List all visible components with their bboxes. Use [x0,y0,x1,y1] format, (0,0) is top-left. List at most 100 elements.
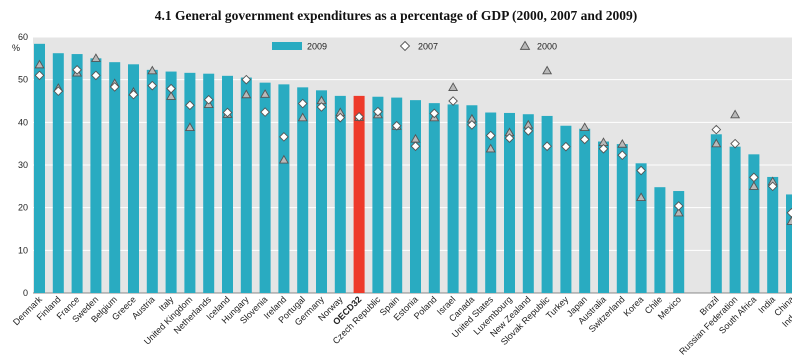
marker-2000 [542,65,553,75]
legend-marker-2007 [399,40,411,52]
bar [372,96,384,293]
marker-2007 [297,98,308,109]
marker-2007 [109,82,120,92]
bar [165,71,177,293]
marker-2000 [241,89,252,99]
marker-2000 [166,91,177,100]
marker-2000 [485,143,496,153]
bar [447,104,459,293]
legend-label-2007: 2007 [418,42,438,52]
bar [654,187,666,293]
bar [522,114,534,293]
marker-2007 [203,94,214,105]
marker-2007 [34,70,45,81]
y-axis: % 0 10 20 30 40 50 60 [12,32,28,298]
marker-2000 [711,138,722,148]
x-tick-label: Korea [621,294,645,318]
bar [485,112,497,294]
marker-2000 [34,59,45,69]
marker-2007 [354,111,364,122]
marker-2007 [91,70,101,81]
marker-2000 [673,207,684,217]
marker-2007 [598,143,609,154]
bar [410,100,421,293]
bar [240,77,252,294]
marker-2007 [636,165,646,176]
marker-2000 [748,181,759,190]
marker-2000 [90,53,101,62]
marker-2007 [316,102,327,112]
bar [259,82,271,293]
marker-2007 [730,138,740,149]
marker-2007 [222,107,233,118]
bar [109,62,121,293]
bar [560,125,572,293]
marker-2007 [767,181,778,192]
bar [598,141,609,293]
y-tick-label: 50 [18,75,28,85]
marker-2007 [429,108,440,119]
x-axis-labels: DenmarkFinlandFranceSwedenBelgiumGreeceA… [11,294,792,357]
bar [184,72,196,293]
marker-2000 [147,65,158,75]
bar [748,154,760,293]
bar [146,69,158,293]
bar [203,73,215,294]
bar [316,90,327,293]
bar [466,105,478,294]
marker-2000 [184,122,195,132]
bar [297,87,309,293]
marker-2007 [749,172,759,183]
bar [52,53,64,293]
marker-2007 [260,107,270,117]
marker-2007 [711,124,722,135]
marker-2007 [448,96,458,106]
chart-title: 4.1 General government expenditures as a… [154,8,638,23]
marker-2007 [335,112,346,123]
bar [635,163,647,293]
marker-2007 [617,150,628,161]
marker-2007 [391,120,402,131]
marker-2000 [636,192,647,202]
bar [34,43,45,294]
marker-2000 [617,138,628,148]
legend-swatch-2009 [272,42,302,50]
marker-2000 [297,112,308,122]
bar [71,54,83,293]
markers [34,53,792,225]
y-tick-label: 0 [23,288,28,298]
bar [710,134,722,293]
bar [673,191,685,293]
marker-2007 [241,74,252,85]
bar [504,112,515,294]
marker-2000 [260,89,271,98]
marker-2007 [128,89,139,100]
bar [579,128,591,293]
marker-2007 [673,201,684,211]
marker-2000 [579,122,590,132]
bar [222,75,233,294]
marker-2007 [504,133,515,143]
legend-label-2000: 2000 [537,42,557,52]
bar [428,103,440,293]
bar [767,176,779,293]
marker-2007 [579,134,590,145]
marker-2007 [166,83,176,94]
bar [334,95,346,293]
marker-2007 [279,132,289,142]
bar [90,58,102,294]
y-tick-label: 40 [18,117,28,127]
bar [278,84,290,293]
marker-2007 [72,65,82,75]
bar [353,95,365,293]
bars [34,43,792,294]
bar [786,194,792,293]
bar [391,97,403,293]
legend-marker-2000 [519,40,531,50]
bar [128,64,139,293]
bar [616,144,628,293]
y-axis-label: % [12,43,20,53]
bar [541,115,553,293]
marker-2007 [185,100,195,111]
